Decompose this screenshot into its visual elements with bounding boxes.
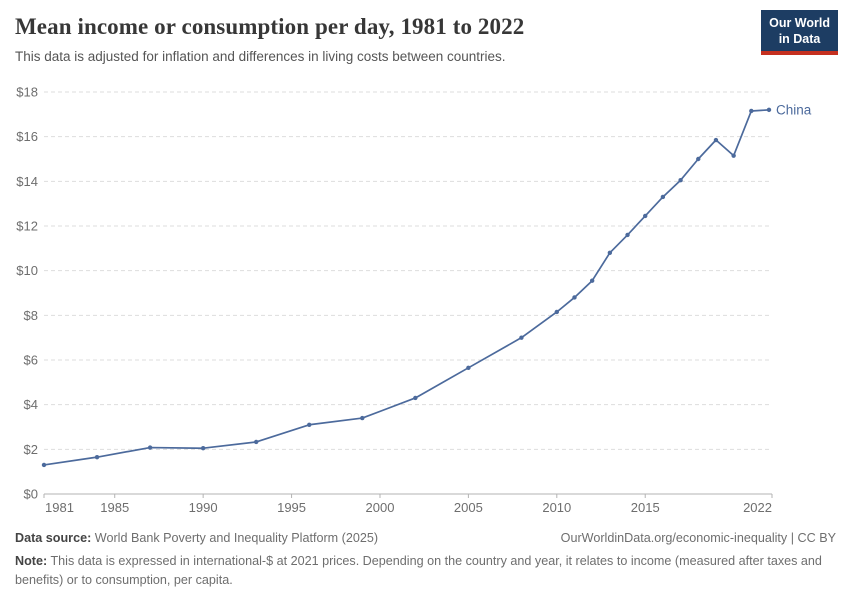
series-label: China [776, 102, 812, 117]
y-tick-label: $16 [16, 129, 38, 144]
data-source: Data source: World Bank Poverty and Ineq… [15, 531, 378, 545]
x-tick-label: 2015 [631, 500, 660, 515]
x-tick-label: 1995 [277, 500, 306, 515]
y-tick-label: $2 [24, 442, 38, 457]
y-tick-label: $0 [24, 487, 38, 502]
data-source-label: Data source: [15, 531, 92, 545]
data-point[interactable] [696, 156, 701, 162]
data-point[interactable] [660, 194, 666, 200]
y-tick-label: $18 [16, 85, 38, 100]
y-tick-label: $4 [24, 397, 38, 412]
owid-logo[interactable]: Our World in Data [761, 10, 838, 56]
y-tick-label: $6 [24, 353, 38, 368]
data-point[interactable] [307, 422, 312, 427]
footnote-label: Note: [15, 554, 48, 568]
data-point[interactable] [466, 365, 471, 371]
owid-logo-line2: in Data [778, 31, 821, 46]
chart-subtitle: This data is adjusted for inflation and … [15, 49, 506, 64]
y-tick-label: $12 [16, 219, 38, 234]
page-title: Mean income or consumption per day, 1981… [15, 14, 525, 39]
data-source-text: World Bank Poverty and Inequality Platfo… [94, 531, 379, 545]
data-point[interactable] [625, 232, 630, 238]
data-point[interactable] [589, 278, 595, 283]
data-point[interactable] [94, 454, 100, 460]
data-point[interactable] [572, 295, 577, 300]
footnote: Note: This data is expressed in internat… [15, 552, 833, 590]
data-point[interactable] [200, 446, 206, 451]
y-tick-label: $14 [16, 174, 38, 189]
data-point[interactable] [678, 178, 683, 183]
data-point[interactable] [749, 108, 754, 114]
owid-logo-line1: Our World [769, 16, 830, 30]
data-point[interactable] [766, 107, 772, 113]
data-point[interactable] [713, 137, 719, 143]
footnote-text: This data is expressed in international-… [15, 554, 822, 588]
data-point[interactable] [731, 153, 736, 158]
x-tick-label: 2022 [743, 500, 772, 515]
data-point[interactable] [360, 415, 365, 421]
data-point[interactable] [554, 309, 560, 315]
y-tick-label: $10 [16, 263, 38, 278]
data-line[interactable] [43, 109, 770, 466]
data-point[interactable] [519, 335, 524, 340]
x-tick-label: 1985 [100, 500, 129, 515]
data-point[interactable] [41, 462, 47, 468]
data-point[interactable] [147, 445, 153, 450]
data-point[interactable] [643, 213, 648, 219]
x-tick-label: 1990 [189, 500, 218, 515]
y-tick-label: $8 [24, 308, 38, 323]
data-point[interactable] [253, 439, 259, 445]
x-tick-label: 2005 [454, 500, 483, 515]
attribution-link[interactable]: OurWorldinData.org/economic-inequality |… [560, 531, 836, 545]
x-tick-label: 2010 [542, 500, 571, 515]
data-point[interactable] [413, 395, 418, 401]
data-point[interactable] [607, 250, 613, 255]
x-tick-label: 1981 [45, 500, 74, 515]
x-tick-label: 2000 [366, 500, 395, 515]
